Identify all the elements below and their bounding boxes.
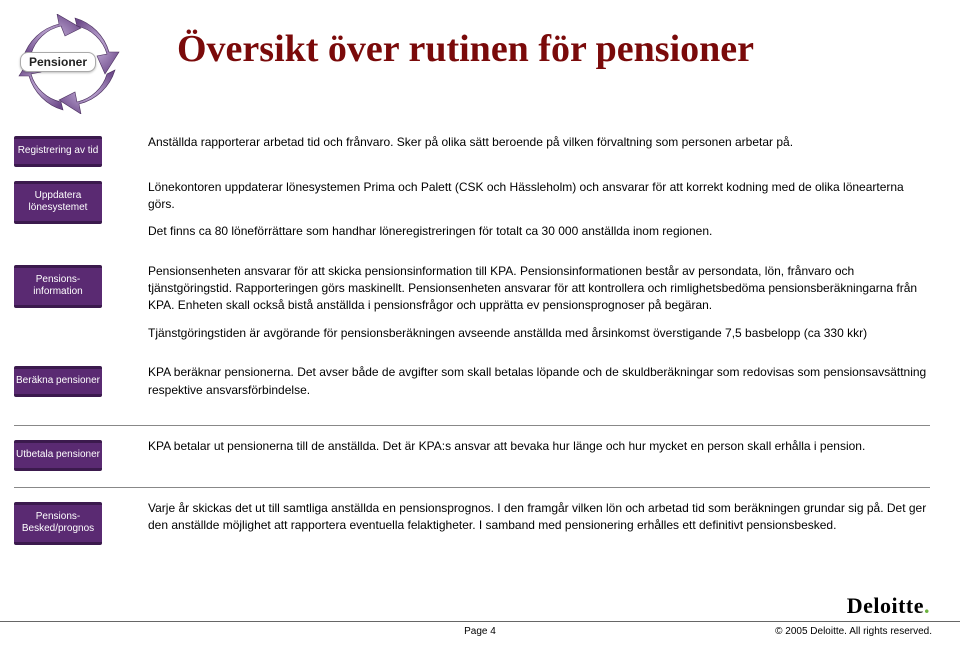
process-label: Pensions-Besked/prognos — [14, 502, 102, 545]
process-description: KPA beräknar pensionerna. Det avser både… — [102, 364, 930, 409]
process-description: Lönekontoren uppdaterar lönesystemen Pri… — [102, 179, 930, 251]
process-paragraph: Varje år skickas det ut till samtliga an… — [148, 500, 930, 535]
process-description: Anställda rapporterar arbetad tid och fr… — [102, 134, 930, 161]
rows-container: Registrering av tid Anställda rapporterar… — [0, 132, 960, 555]
process-description: Varje år skickas det ut till samtliga an… — [102, 500, 930, 545]
process-paragraph: Det finns ca 80 löneförrättare som handh… — [148, 223, 930, 240]
process-label: Uppdatera lönesystemet — [14, 181, 102, 224]
process-paragraph: Lönekontoren uppdaterar lönesystemen Pri… — [148, 179, 930, 214]
divider — [14, 487, 930, 488]
cycle-badge: Pensioner — [12, 14, 127, 114]
slide-page: Pensioner Översikt över rutinen för pens… — [0, 0, 960, 645]
deloitte-text: Deloitte — [847, 593, 924, 618]
process-paragraph: KPA beräknar pensionerna. Det avser både… — [148, 364, 930, 399]
header: Pensioner Översikt över rutinen för pens… — [0, 14, 960, 132]
process-paragraph: Anställda rapporterar arbetad tid och fr… — [148, 134, 930, 151]
divider — [14, 425, 930, 426]
process-row: Pensions-information Pensionsenheten ansv… — [0, 261, 960, 363]
page-title: Översikt över rutinen för pensioner — [127, 14, 754, 70]
process-row: Utbetala pensioner KPA betalar ut pension… — [0, 436, 960, 481]
process-label: Pensions-information — [14, 265, 102, 308]
footer: Page 4 © 2005 Deloitte. All rights reser… — [0, 621, 960, 637]
process-row: Registrering av tid Anställda rapporterar… — [0, 132, 960, 177]
process-description: Pensionsenheten ansvarar för att skicka … — [102, 263, 930, 353]
deloitte-dot-icon: . — [924, 593, 930, 618]
process-paragraph: Pensionsenheten ansvarar för att skicka … — [148, 263, 930, 315]
process-description: KPA betalar ut pensionerna till de anstä… — [102, 438, 930, 465]
process-label: Registrering av tid — [14, 136, 102, 167]
footer-page: Page 4 — [0, 626, 960, 637]
process-row: Beräkna pensioner KPA beräknar pensionern… — [0, 362, 960, 419]
process-label: Beräkna pensioner — [14, 366, 102, 397]
deloitte-logo: Deloitte. — [847, 593, 930, 619]
process-row: Pensions-Besked/prognos Varje år skickas … — [0, 498, 960, 555]
process-row: Uppdatera lönesystemet Lönekontoren uppda… — [0, 177, 960, 261]
process-paragraph: Tjänstgöringstiden är avgörande för pens… — [148, 325, 930, 342]
badge-label: Pensioner — [20, 52, 96, 72]
process-label: Utbetala pensioner — [14, 440, 102, 471]
process-paragraph: KPA betalar ut pensionerna till de anstä… — [148, 438, 930, 455]
